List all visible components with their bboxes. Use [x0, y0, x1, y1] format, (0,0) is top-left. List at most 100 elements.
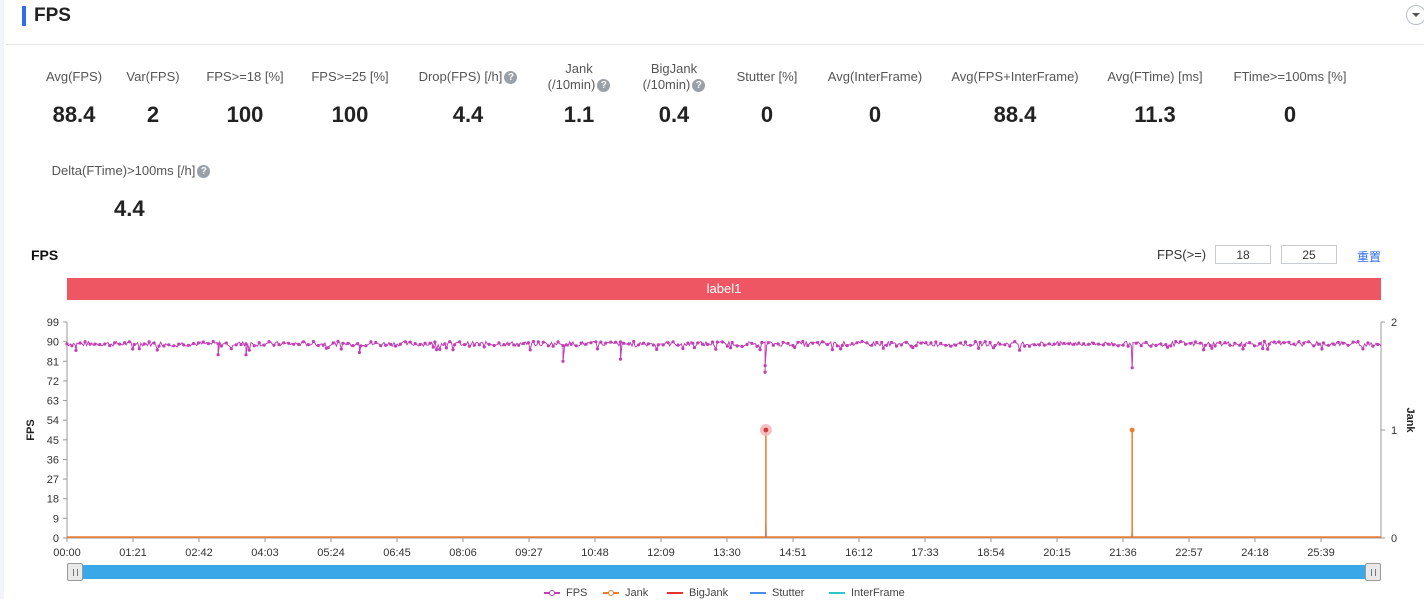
timeline-slider[interactable] [67, 563, 1381, 581]
fps-point [512, 343, 516, 347]
y-tick-label-left: 99 [47, 317, 59, 329]
fps-point [894, 344, 899, 348]
fps-point [1052, 342, 1056, 346]
reset-button[interactable]: 重置 [1357, 250, 1382, 264]
legend-item-fps[interactable]: FPS [544, 587, 587, 599]
fps-point [830, 348, 835, 352]
fps-point [374, 340, 378, 345]
label-band[interactable]: label1 [67, 278, 1381, 300]
help-icon[interactable]: ? [504, 70, 518, 84]
fps-point [507, 342, 511, 346]
fps-point [431, 345, 435, 349]
fps-point [1188, 341, 1193, 345]
fps-point [526, 341, 531, 345]
fps-point [561, 359, 565, 363]
metric-value: 88.4 [52, 102, 96, 127]
legend-label: Stutter [772, 587, 805, 599]
legend-item-interframe[interactable]: InterFrame [829, 587, 905, 599]
fps-point [492, 343, 496, 348]
fps-point [1003, 343, 1007, 347]
fps-point [546, 344, 550, 348]
fps-point [413, 341, 417, 346]
fps-point [1092, 341, 1096, 345]
fps-point [389, 342, 393, 346]
fps-point [1272, 340, 1276, 344]
metric-bigjank: BigJank (/10min)? 0.4 [629, 60, 719, 128]
x-tick-label: 20:15 [1043, 547, 1071, 559]
fps-point [730, 340, 734, 345]
help-icon[interactable]: ? [692, 78, 706, 92]
fps-point [595, 347, 600, 351]
x-tick-label: 12:09 [647, 547, 675, 559]
metric-label: Avg(InterFrame) [827, 69, 923, 84]
fps-point [1257, 342, 1262, 346]
fps-point [1164, 343, 1168, 347]
fps-point [108, 344, 112, 348]
fps-point [574, 344, 578, 348]
fps-point [781, 340, 785, 344]
fps-point [1130, 366, 1134, 370]
fps-point [899, 343, 904, 347]
fps-point [796, 340, 800, 344]
fps-point [292, 342, 296, 346]
x-tick-label: 04:03 [251, 547, 279, 559]
y-axis-title-right: Jank [1404, 407, 1416, 433]
x-tick-label: 18:54 [977, 547, 1005, 559]
fps-point [182, 343, 186, 347]
fps-point [267, 340, 271, 344]
fps-threshold-input-2[interactable] [1281, 245, 1337, 264]
fps-point [806, 343, 810, 348]
legend-item-jank[interactable]: Jank [603, 587, 648, 599]
slider-right-handle[interactable] [1365, 563, 1381, 581]
fps-point [216, 342, 220, 346]
metric-drop-fps: Drop(FPS) [/h]? 4.4 [410, 60, 526, 128]
fps-point [78, 341, 82, 345]
help-icon[interactable]: ? [597, 78, 611, 92]
fps-point [735, 344, 739, 348]
fps-chart: 0 9 18 27 36 45 54 63 72 81 90 99 0 1 2 00:00 01:21 02:42… [25, 317, 1416, 559]
fps-point [331, 341, 335, 345]
fps-point [462, 343, 467, 347]
metric-value: 11.3 [1134, 102, 1176, 127]
fps-point [579, 341, 583, 345]
fps-point [627, 342, 631, 346]
slider-left-handle[interactable] [67, 563, 83, 581]
fps-point [379, 344, 383, 348]
fps-point [369, 340, 373, 344]
help-icon[interactable]: ? [197, 164, 211, 178]
fps-point [919, 341, 923, 345]
legend-item-stutter[interactable]: Stutter [750, 587, 804, 599]
fps-point [339, 347, 343, 351]
fps-point [357, 350, 361, 355]
fps-point [763, 370, 767, 374]
slider-track[interactable] [67, 565, 1381, 579]
metric-label: FTime>=100ms [%] [1233, 69, 1347, 84]
legend-item-bigjank[interactable]: BigJank [667, 587, 728, 599]
jank-point [763, 427, 769, 433]
y-axis-title-left: FPS [25, 419, 37, 440]
fps-point [820, 340, 825, 344]
fps-point [282, 341, 286, 345]
fps-point [569, 342, 573, 346]
fps-point [88, 342, 92, 346]
fps-threshold-input-1[interactable] [1215, 245, 1271, 264]
fps-point [177, 342, 181, 346]
metric-delta-ftime: Delta(FTime)>100ms [/h]? 4.4 [44, 154, 218, 222]
metric-fps-ge-18: FPS>=18 [%] 100 [195, 60, 295, 128]
x-tick-label: 21:36 [1109, 547, 1137, 559]
fps-point [939, 341, 943, 345]
metric-label-unit: (/10min) [642, 77, 691, 92]
fps-point [541, 340, 545, 344]
fps-point [252, 344, 256, 348]
fps-point [1018, 348, 1022, 352]
collapse-chevron-icon[interactable] [1406, 5, 1424, 25]
fps-point [244, 353, 248, 357]
fps-point [152, 341, 156, 345]
fps-point [497, 341, 501, 345]
fps-point [750, 341, 754, 345]
fps-point [477, 343, 481, 347]
fps-point [1101, 343, 1105, 347]
fps-point [850, 342, 854, 346]
fps-point [655, 347, 659, 351]
fps-point [418, 342, 422, 346]
